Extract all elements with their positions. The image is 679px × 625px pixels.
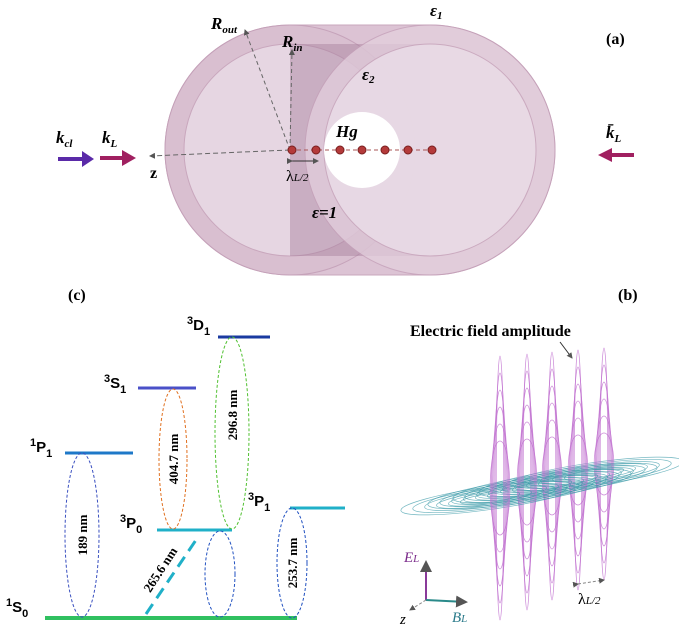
j: 1 — [46, 448, 52, 460]
transition-loop — [205, 531, 235, 617]
level-label: 1P1 — [30, 437, 52, 460]
term: S — [110, 375, 120, 392]
symbol: R — [281, 32, 293, 51]
level-label: 3P1 — [248, 491, 270, 514]
subscript: L — [460, 613, 467, 625]
vacuum-label: ε=1 — [312, 203, 337, 222]
b-label: BL — [452, 610, 467, 625]
spacing-arrow — [578, 580, 604, 584]
r-out-label: Rout — [210, 14, 238, 36]
hg-label: Hg — [335, 122, 358, 141]
subscript: in — [293, 42, 302, 54]
subscript: L — [110, 138, 118, 150]
level-label: 1S0 — [6, 597, 28, 620]
figure: Rout Rin ε1 ε2 Hg kcl kL k̄L z λL/2 ε=1 … — [0, 0, 679, 625]
b-vector — [426, 600, 466, 602]
level-label: 3P0 — [120, 513, 142, 536]
transition-label: 265.6 nm — [140, 544, 180, 595]
transition-label: 404.7 nm — [166, 434, 181, 485]
subscript: L/2 — [293, 172, 309, 184]
panel-b-title: Electric field amplitude — [410, 323, 571, 340]
term: D — [193, 317, 204, 334]
level-label: 3D1 — [187, 315, 210, 338]
symbol: ε — [362, 65, 369, 84]
title-pointer — [560, 342, 572, 358]
subscript: L — [412, 553, 419, 565]
transition-label: 189 nm — [75, 514, 90, 555]
term: S — [12, 599, 22, 616]
e-label: EL — [403, 550, 419, 566]
subscript: 2 — [368, 74, 375, 86]
symbol: B — [452, 610, 461, 625]
panel-c-label: (c) — [68, 287, 86, 304]
symbol: ε — [430, 1, 437, 20]
panel-a-label: (a) — [606, 31, 625, 48]
panel-a: Rout Rin ε1 ε2 Hg kcl kL k̄L z λL/2 ε=1 … — [56, 1, 634, 275]
subscript: L — [614, 133, 622, 145]
k-l-label: kL — [102, 128, 118, 150]
atom — [288, 146, 296, 154]
k-cl-arrow — [58, 151, 94, 167]
subscript: out — [222, 24, 238, 36]
epsilon1-label: ε1 — [430, 1, 442, 22]
j: 1 — [120, 384, 126, 396]
z-label: z — [399, 612, 406, 625]
atom — [312, 146, 320, 154]
z-label: z — [150, 165, 157, 182]
symbol: R — [210, 14, 222, 33]
z-vector — [410, 600, 426, 610]
transition-label: 296.8 nm — [225, 390, 240, 441]
subscript: cl — [65, 138, 74, 150]
j: 0 — [22, 608, 28, 620]
atom — [428, 146, 436, 154]
transition-label: 253.7 nm — [285, 538, 300, 589]
j: 0 — [136, 524, 142, 536]
panel-b-label: (b) — [618, 287, 638, 304]
panel-c: (c) 1P1 3S1 3D1 3P0 3P1 1S0 189 nm 404.7… — [6, 287, 345, 620]
symbol: E — [403, 550, 413, 566]
k-l-arrow — [100, 150, 136, 166]
subscript: 1 — [437, 10, 443, 22]
j: 1 — [204, 326, 210, 338]
k-l-bar-label: k̄L — [606, 123, 622, 145]
spacing-label: λL/2 — [578, 591, 601, 608]
level-label: 3S1 — [104, 373, 126, 396]
k-cl-label: kcl — [56, 128, 73, 150]
term: P — [126, 515, 136, 532]
term: P — [36, 439, 46, 456]
term: P — [254, 493, 264, 510]
panel-b: (b) Electric field amplitude EL BL z λL/… — [399, 287, 679, 625]
subscript: L/2 — [585, 595, 601, 607]
atom — [381, 146, 389, 154]
atom — [336, 146, 344, 154]
k-l-bar-arrow — [598, 148, 634, 162]
atom — [404, 146, 412, 154]
atom — [358, 146, 366, 154]
j: 1 — [264, 502, 270, 514]
